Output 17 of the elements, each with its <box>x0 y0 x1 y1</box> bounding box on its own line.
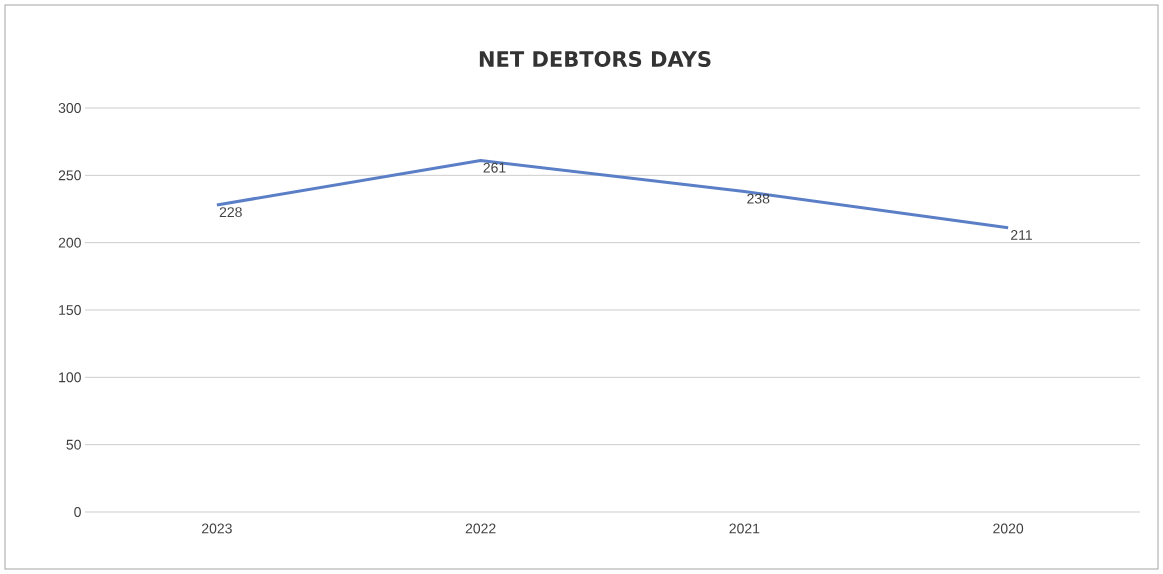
y-tick-label: 100 <box>59 372 81 383</box>
y-tick-label: 0 <box>74 507 81 517</box>
data-label: 261 <box>483 162 506 173</box>
y-tick-label: 250 <box>58 170 81 181</box>
data-label: 228 <box>219 207 242 218</box>
data-label: 211 <box>1011 230 1032 240</box>
y-tick-label: 300 <box>58 103 81 113</box>
x-tick-label: 2023 <box>202 523 232 534</box>
x-tick-label: 2021 <box>729 523 760 534</box>
x-tick-label: 2020 <box>993 523 1024 534</box>
data-label: 238 <box>747 193 770 204</box>
x-tick-label: 2022 <box>465 523 496 534</box>
y-tick-label: 50 <box>66 439 81 450</box>
chart-title: NET DEBTORS DAYS <box>479 51 711 67</box>
y-tick-label: 200 <box>58 237 81 248</box>
line-series <box>215 159 1010 230</box>
y-tick-label: 150 <box>59 305 81 315</box>
